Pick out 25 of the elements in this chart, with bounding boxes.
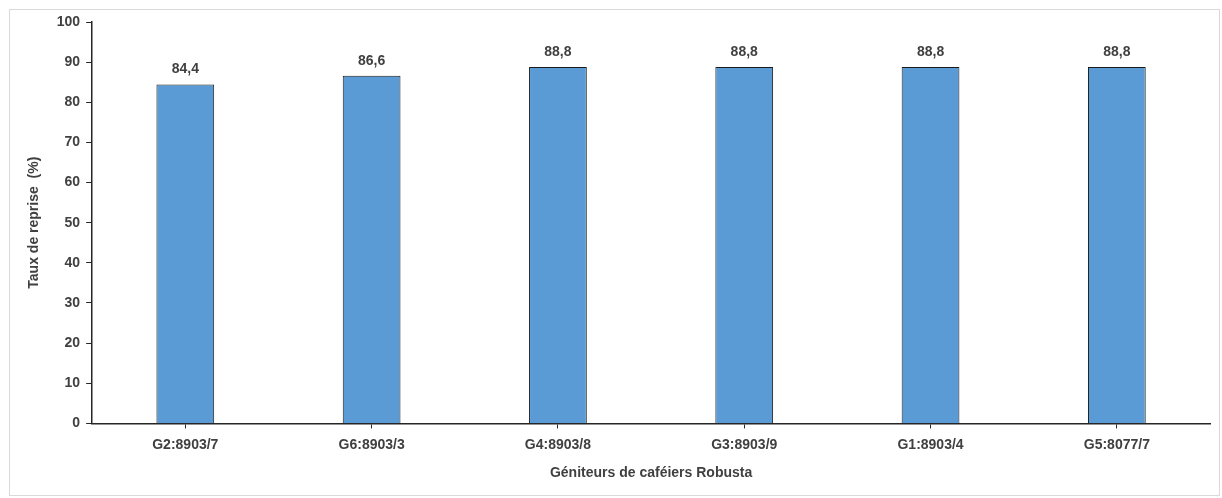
x-tick-label: G3:8903/9 — [711, 435, 778, 452]
data-label: 84,4 — [171, 60, 200, 77]
data-label: 88,8 — [730, 42, 759, 59]
y-tick-label: 90 — [64, 53, 81, 69]
y-tick-label: 40 — [64, 253, 81, 270]
y-axis-title: Taux de reprise (%) — [25, 156, 42, 289]
data-label: 88,8 — [1103, 42, 1131, 59]
y-tick-label: 80 — [64, 93, 81, 110]
y-tick-label: 100 — [56, 12, 81, 29]
y-tick-label: 20 — [64, 333, 81, 350]
data-label: 86,6 — [357, 51, 386, 68]
data-label: 88,8 — [544, 42, 572, 59]
x-tick-label: G6:8903/3 — [338, 435, 405, 452]
x-axis-title: Géniteurs de caféiers Robusta — [549, 464, 753, 481]
x-tick-label: G4:8903/8 — [524, 435, 592, 452]
x-tick-label: G2:8903/7 — [152, 435, 219, 452]
x-tick-label: G5:8077/7 — [1083, 435, 1151, 452]
y-tick-label: 30 — [64, 293, 81, 310]
data-label: 88,8 — [916, 42, 945, 59]
y-tick-label: 50 — [64, 213, 81, 230]
y-tick-label: 70 — [64, 133, 81, 150]
y-tick-label: 10 — [64, 374, 81, 391]
y-tick-label: 0 — [72, 414, 81, 431]
x-tick-label: G1:8903/4 — [897, 435, 964, 452]
y-tick-label: 60 — [64, 173, 81, 190]
